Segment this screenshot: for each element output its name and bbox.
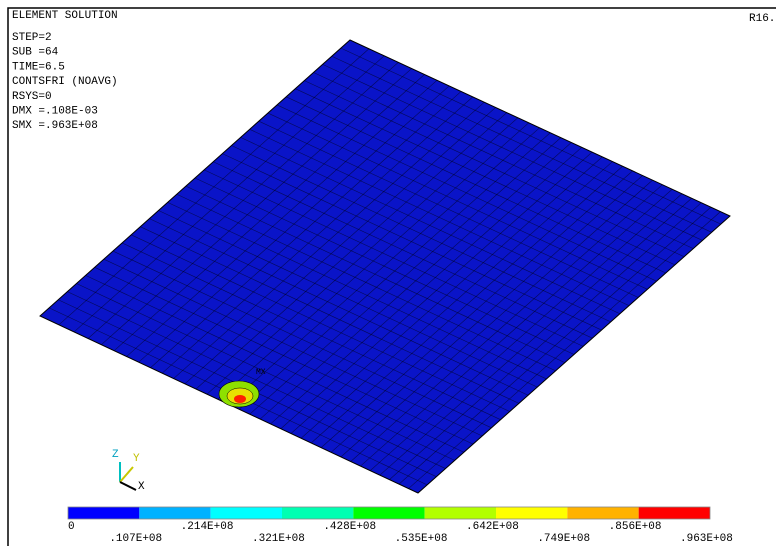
triad-x-label: X <box>138 481 145 493</box>
header-line: TIME=6.5 <box>12 61 65 73</box>
legend-label: .749E+08 <box>537 533 590 545</box>
legend-swatch <box>282 507 353 519</box>
header-line: SMX =.963E+08 <box>12 120 98 132</box>
header-line: SUB =64 <box>12 47 59 59</box>
legend-label: .856E+08 <box>609 521 662 533</box>
triad-y-label: Y <box>133 453 140 465</box>
legend-swatch <box>139 507 210 519</box>
max-label: MX <box>256 368 266 377</box>
legend-label: .321E+08 <box>252 533 305 545</box>
screen: ELEMENT SOLUTION R16.2 MX Z Y X 0 .107E+0… <box>0 0 776 546</box>
hot-spot <box>219 381 259 407</box>
legend-label: .107E+08 <box>109 533 162 545</box>
header-line: RSYS=0 <box>12 91 52 103</box>
legend-label: .642E+08 <box>466 521 519 533</box>
legend-swatch <box>496 507 567 519</box>
contour-red <box>234 395 246 403</box>
version-label: R16.2 <box>749 13 776 25</box>
header-line: STEP=2 <box>12 32 52 44</box>
legend-swatch <box>68 507 139 519</box>
legend-label: .214E+08 <box>181 521 234 533</box>
legend-swatch <box>639 507 710 519</box>
header-title: ELEMENT SOLUTION <box>12 10 118 22</box>
legend-swatch <box>211 507 282 519</box>
legend-swatch <box>353 507 424 519</box>
legend-label: 0 <box>68 521 75 533</box>
legend-label: .963E+08 <box>680 533 733 545</box>
legend-label: .428E+08 <box>323 521 376 533</box>
legend-label: .535E+08 <box>395 533 448 545</box>
legend-swatch <box>567 507 638 519</box>
header-line: CONTSFRI (NOAVG) <box>12 76 118 88</box>
legend-swatch <box>425 507 496 519</box>
triad-z-label: Z <box>112 449 119 461</box>
header-line: DMX =.108E-03 <box>12 106 98 118</box>
